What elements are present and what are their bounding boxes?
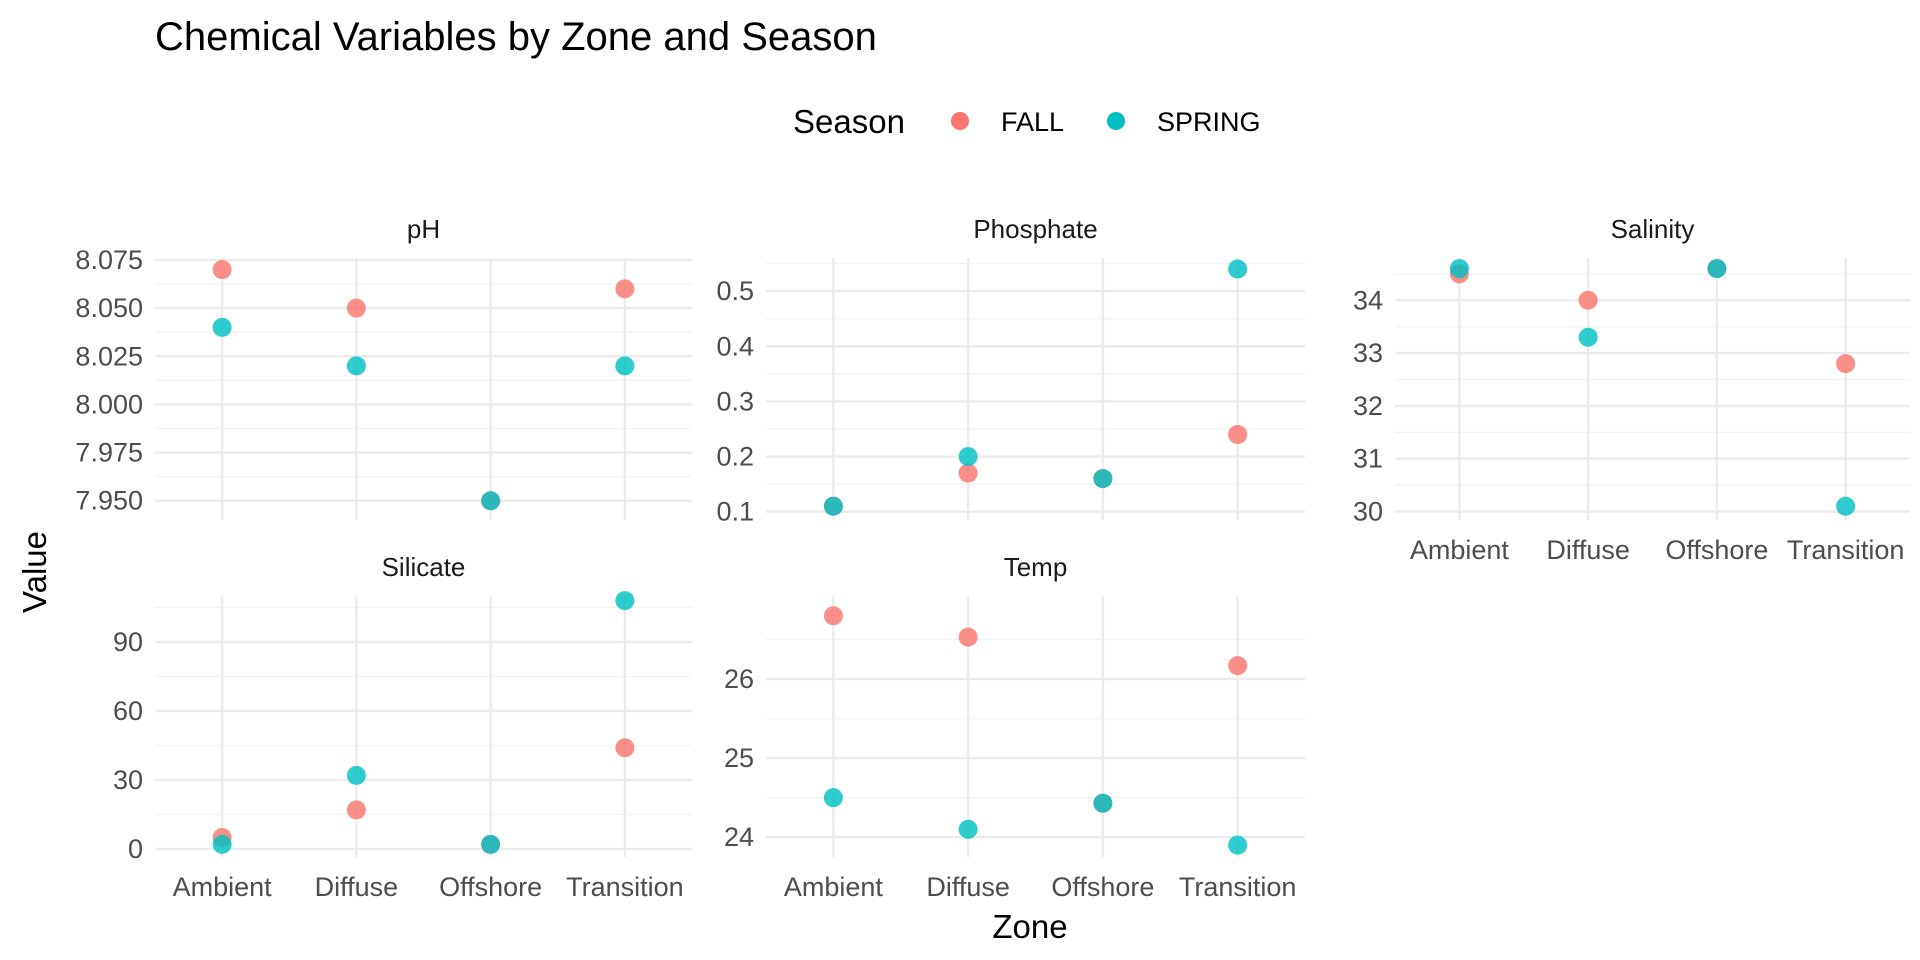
point-silicate-spring-transition bbox=[615, 591, 635, 611]
point-phosphate-spring-ambient bbox=[823, 496, 843, 516]
x-tick-label: Ambient bbox=[173, 872, 273, 902]
y-tick-label: 7.975 bbox=[75, 438, 143, 468]
point-ph-spring-offshore bbox=[481, 491, 501, 511]
point-temp-spring-transition bbox=[1228, 835, 1248, 855]
x-tick-label: Diffuse bbox=[315, 872, 399, 902]
point-ph-fall-transition bbox=[615, 279, 635, 299]
point-salinity-spring-transition bbox=[1836, 496, 1856, 516]
point-temp-spring-diffuse bbox=[958, 819, 978, 839]
point-ph-spring-transition bbox=[615, 356, 635, 376]
point-phosphate-spring-offshore bbox=[1093, 469, 1113, 489]
point-temp-spring-offshore bbox=[1093, 793, 1113, 813]
point-silicate-spring-offshore bbox=[481, 834, 501, 854]
x-tick-label: Transition bbox=[1787, 535, 1905, 565]
y-tick-label: 26 bbox=[724, 664, 754, 694]
point-silicate-spring-ambient bbox=[212, 834, 232, 854]
point-ph-fall-diffuse bbox=[346, 298, 366, 318]
facet-label-salinity: Salinity bbox=[1611, 214, 1695, 244]
x-tick-label: Offshore bbox=[1051, 872, 1154, 902]
y-tick-label: 8.000 bbox=[75, 389, 143, 419]
point-ph-fall-ambient bbox=[212, 260, 232, 280]
x-tick-label: Transition bbox=[566, 872, 684, 902]
x-tick-label: Diffuse bbox=[926, 872, 1010, 902]
y-tick-label: 0.3 bbox=[716, 386, 754, 416]
facet-label-temp: Temp bbox=[1004, 552, 1068, 582]
point-salinity-spring-offshore bbox=[1707, 259, 1727, 279]
chart-title: Chemical Variables by Zone and Season bbox=[155, 15, 877, 59]
point-phosphate-spring-transition bbox=[1228, 259, 1248, 279]
facet-label-phosphate: Phosphate bbox=[973, 214, 1097, 244]
y-tick-label: 32 bbox=[1353, 391, 1383, 421]
point-salinity-spring-ambient bbox=[1449, 259, 1469, 279]
point-silicate-fall-transition bbox=[615, 738, 635, 758]
y-tick-label: 7.950 bbox=[75, 486, 143, 516]
facet-label-silicate: Silicate bbox=[382, 552, 466, 582]
y-axis-title: Value bbox=[16, 531, 53, 613]
y-tick-label: 34 bbox=[1353, 285, 1383, 315]
point-phosphate-fall-diffuse bbox=[958, 463, 978, 483]
point-temp-fall-diffuse bbox=[958, 627, 978, 647]
y-tick-label: 8.025 bbox=[75, 341, 143, 371]
y-tick-label: 0.1 bbox=[716, 497, 754, 527]
legend-key-spring bbox=[1107, 112, 1125, 130]
point-silicate-spring-diffuse bbox=[346, 765, 366, 785]
point-temp-fall-ambient bbox=[823, 606, 843, 626]
y-tick-label: 25 bbox=[724, 743, 754, 773]
point-salinity-spring-diffuse bbox=[1578, 327, 1598, 347]
point-salinity-fall-transition bbox=[1836, 354, 1856, 374]
facet-temp: 24 25 26 Ambient Diffuse Offshore Transition Te… bbox=[724, 552, 1305, 902]
y-tick-label: 24 bbox=[724, 822, 754, 852]
y-tick-label: 8.075 bbox=[75, 245, 143, 275]
x-tick-label: Ambient bbox=[784, 872, 884, 902]
x-tick-label: Diffuse bbox=[1546, 535, 1630, 565]
point-phosphate-fall-transition bbox=[1228, 425, 1248, 445]
x-tick-label: Offshore bbox=[1665, 535, 1768, 565]
point-ph-spring-ambient bbox=[212, 317, 232, 337]
facet-silicate: 0 30 60 90 Ambient Diffuse Offshore Transition S… bbox=[113, 552, 692, 902]
legend-label-spring: SPRING bbox=[1157, 107, 1261, 137]
point-silicate-fall-diffuse bbox=[346, 800, 366, 820]
x-tick-label: Ambient bbox=[1410, 535, 1510, 565]
point-temp-spring-ambient bbox=[823, 788, 843, 808]
point-phosphate-spring-diffuse bbox=[958, 447, 978, 467]
y-tick-label: 33 bbox=[1353, 338, 1383, 368]
x-tick-label: Transition bbox=[1179, 872, 1297, 902]
y-tick-label: 30 bbox=[1353, 497, 1383, 527]
facet-phosphate: 0.1 0.2 0.3 0.4 0.5 Phosphate bbox=[716, 214, 1305, 527]
facet-salinity: 30 31 32 33 34 Ambient Diffuse Offshore Transiti… bbox=[1353, 214, 1910, 565]
point-salinity-fall-diffuse bbox=[1578, 290, 1598, 310]
legend-label-fall: FALL bbox=[1001, 107, 1064, 137]
y-tick-label: 30 bbox=[113, 765, 143, 795]
x-tick-label: Offshore bbox=[439, 872, 542, 902]
y-tick-label: 90 bbox=[113, 627, 143, 657]
legend-title: Season bbox=[793, 103, 905, 140]
y-tick-label: 60 bbox=[113, 696, 143, 726]
point-temp-fall-transition bbox=[1228, 656, 1248, 676]
y-tick-label: 31 bbox=[1353, 444, 1383, 474]
point-ph-spring-diffuse bbox=[346, 356, 366, 376]
x-axis-title: Zone bbox=[992, 908, 1067, 945]
y-tick-label: 8.050 bbox=[75, 293, 143, 323]
y-tick-label: 0.4 bbox=[716, 331, 754, 361]
y-tick-label: 0.2 bbox=[716, 442, 754, 472]
legend-key-fall bbox=[951, 112, 969, 130]
y-tick-label: 0 bbox=[128, 834, 143, 864]
facet-panels: 7.9507.9758.0008.0258.0508.075pH0.10.20.… bbox=[75, 214, 1910, 902]
facet-label-ph: pH bbox=[407, 214, 440, 244]
legend: Season FALL SPRING bbox=[793, 103, 1261, 140]
facet-ph: 7.950 7.975 8.000 8.025 8.050 8.075 pH bbox=[75, 214, 692, 520]
y-tick-label: 0.5 bbox=[716, 276, 754, 306]
